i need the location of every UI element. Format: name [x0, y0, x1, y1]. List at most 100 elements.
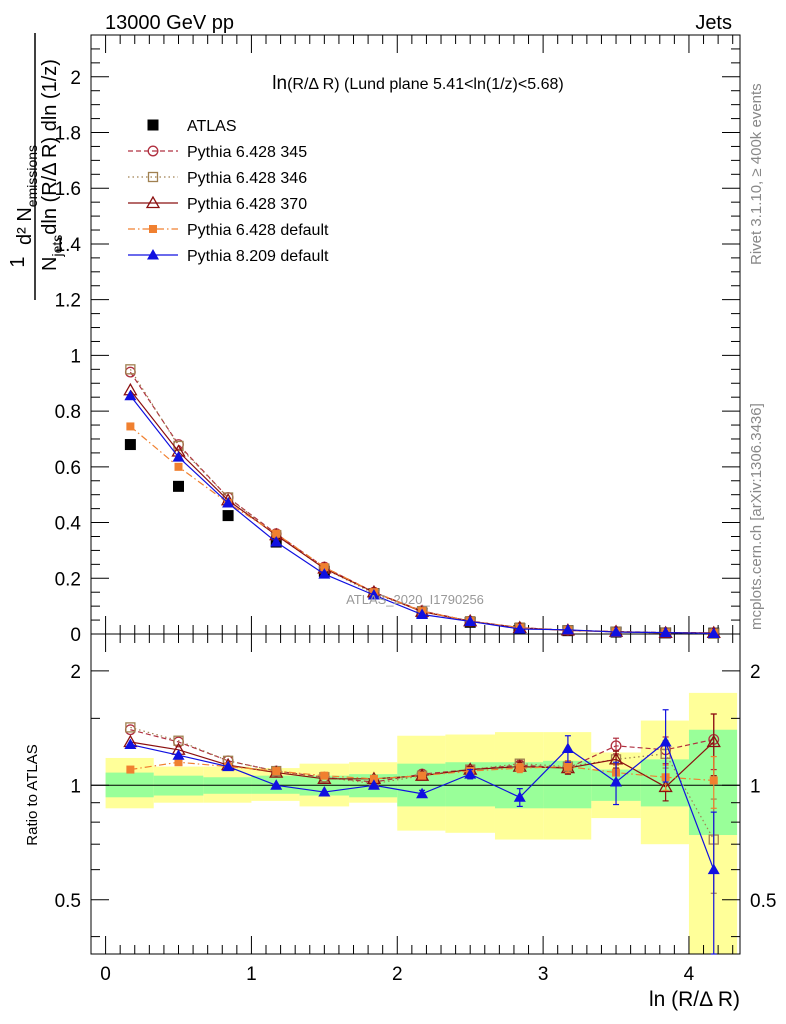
- ratio-point: [563, 762, 572, 771]
- legend-swatch-marker: [147, 249, 159, 260]
- data-point: [270, 536, 283, 547]
- data-point: [464, 615, 477, 626]
- ratio-point: [174, 758, 183, 767]
- y-tick-label: 0.2: [55, 569, 81, 590]
- data-point: [174, 462, 183, 471]
- ratio-point: [561, 742, 574, 753]
- x-tick-label: 0: [100, 964, 111, 985]
- legend-swatch-marker: [147, 119, 159, 131]
- ratio-series-4: [124, 709, 720, 955]
- legend: ATLAS Pythia 6.428 345 Pythia 6.428 346 Pyt…: [128, 118, 329, 265]
- ylabel-denominator: Njetsdln (R/Δ R) dln (1/z): [39, 59, 65, 271]
- main-title-rest: (R/Δ R) (Lund plane 5.41<ln(1/z)<5.68): [287, 76, 564, 93]
- legend-entry: Pythia 6.428 370: [128, 195, 307, 213]
- data-point: [124, 439, 136, 451]
- data-point: [222, 510, 234, 522]
- data-point: [222, 497, 235, 508]
- x-tick-label: 3: [538, 964, 549, 985]
- ratio-point: [658, 779, 673, 793]
- x-tick-label: 4: [684, 964, 695, 985]
- header-left: 13000 GeV pp: [105, 12, 234, 34]
- ratio-y-tick-label: 0.5: [55, 891, 81, 912]
- ratio-y-tick-label: 2: [70, 662, 81, 683]
- ratio-point: [272, 767, 281, 776]
- ratio-uncertainty-bands: [105, 692, 738, 954]
- data-point: [320, 563, 329, 572]
- legend-swatch-marker: [145, 195, 161, 209]
- data-point: [125, 364, 136, 375]
- ratio-point: [418, 771, 427, 780]
- main-series-layer: [123, 364, 721, 639]
- legend-entry: ATLAS: [147, 118, 237, 135]
- legend-entry: Pythia 6.428 default: [128, 222, 329, 239]
- x-axis-label: ln (R/Δ R): [649, 988, 740, 1011]
- watermark: ATLAS_2020_I1790256: [346, 592, 484, 607]
- ratio-series-layer: [123, 709, 721, 955]
- ylabel-num-sub: emissions: [24, 145, 40, 207]
- data-point: [610, 626, 623, 637]
- x-tick-label: 2: [392, 964, 403, 985]
- legend-swatch-marker: [149, 225, 157, 233]
- y-tick-label: 0.8: [55, 402, 81, 423]
- ratio-y-tick-label-right: 0.5: [750, 891, 776, 912]
- ratio-point: [706, 734, 721, 748]
- legend-label: ATLAS: [187, 118, 237, 135]
- y-tick-label: 1.6: [55, 179, 81, 200]
- data-point: [561, 623, 574, 635]
- y-tick-label: 2: [70, 68, 81, 89]
- data-point: [318, 568, 331, 579]
- ratio-point: [464, 768, 477, 779]
- ratio-point: [513, 791, 526, 802]
- y-tick-label: 1.8: [55, 124, 81, 145]
- y-tick-label: 0.6: [55, 458, 81, 479]
- data-point: [124, 389, 137, 401]
- ratio-point: [222, 760, 235, 772]
- ratio-y-axis-label: Ratio to ATLAS: [24, 744, 41, 845]
- data-point: [173, 480, 185, 492]
- main-title: ln(R/Δ R) (Lund plane 5.41<ln(1/z)<5.68): [272, 73, 563, 94]
- legend-entry: Pythia 6.428 346: [128, 170, 307, 187]
- main-y-ticks: 0 0.2 0.4 0.6 0.8 1 1.2 1.4 1.6 1.8 2: [55, 48, 740, 646]
- main-x-ticks: [105, 35, 734, 634]
- legend-entry: Pythia 8.209 default: [128, 248, 329, 265]
- ylabel-num-main: d² N: [14, 207, 36, 245]
- ratio-point: [320, 771, 329, 780]
- y-tick-label: 1: [70, 346, 81, 367]
- x-tick-label: 1: [246, 964, 257, 985]
- y-tick-label: 1.4: [55, 235, 82, 256]
- data-point: [416, 608, 429, 619]
- legend-label: Pythia 8.209 default: [187, 248, 329, 265]
- data-point: [172, 451, 185, 462]
- mcplots-label: mcplots.cern.ch [arXiv:1306.3436]: [748, 403, 765, 630]
- ylabel-den-sub: jets: [49, 235, 65, 258]
- data-point: [126, 422, 135, 431]
- ratio-point: [659, 735, 672, 747]
- header-right: Jets: [695, 12, 732, 34]
- ratio-point: [369, 774, 378, 783]
- ratio-point: [709, 776, 718, 785]
- legend-label: Pythia 6.428 default: [187, 222, 329, 239]
- ratio-point: [270, 779, 283, 790]
- legend-swatch-marker: [147, 145, 159, 157]
- data-point: [367, 588, 380, 600]
- ratio-panel-frame: [90, 633, 741, 955]
- ratio-y-tick-label: 1: [70, 776, 81, 797]
- legend-entry: Pythia 6.428 345: [128, 144, 307, 161]
- ratio-point: [126, 765, 135, 774]
- ratio-point: [124, 738, 137, 750]
- y-tick-label: 0.4: [55, 514, 82, 535]
- ratio-point: [125, 722, 136, 733]
- main-title-prefix: ln: [272, 73, 287, 94]
- ratio-y-tick-label-right: 2: [750, 662, 761, 683]
- ratio-point: [707, 863, 720, 875]
- series-5: [124, 389, 720, 638]
- ylabel-numerator: d² Nemissions: [14, 145, 40, 245]
- ratio-point: [173, 735, 184, 746]
- ylabel-den-main: dln (R/Δ R) dln (1/z): [39, 59, 61, 235]
- legend-label: Pythia 6.428 345: [187, 144, 307, 161]
- ratio-point: [172, 749, 185, 760]
- ratio-point: [515, 764, 524, 773]
- data-point: [272, 529, 281, 538]
- legend-label: Pythia 6.428 346: [187, 170, 307, 187]
